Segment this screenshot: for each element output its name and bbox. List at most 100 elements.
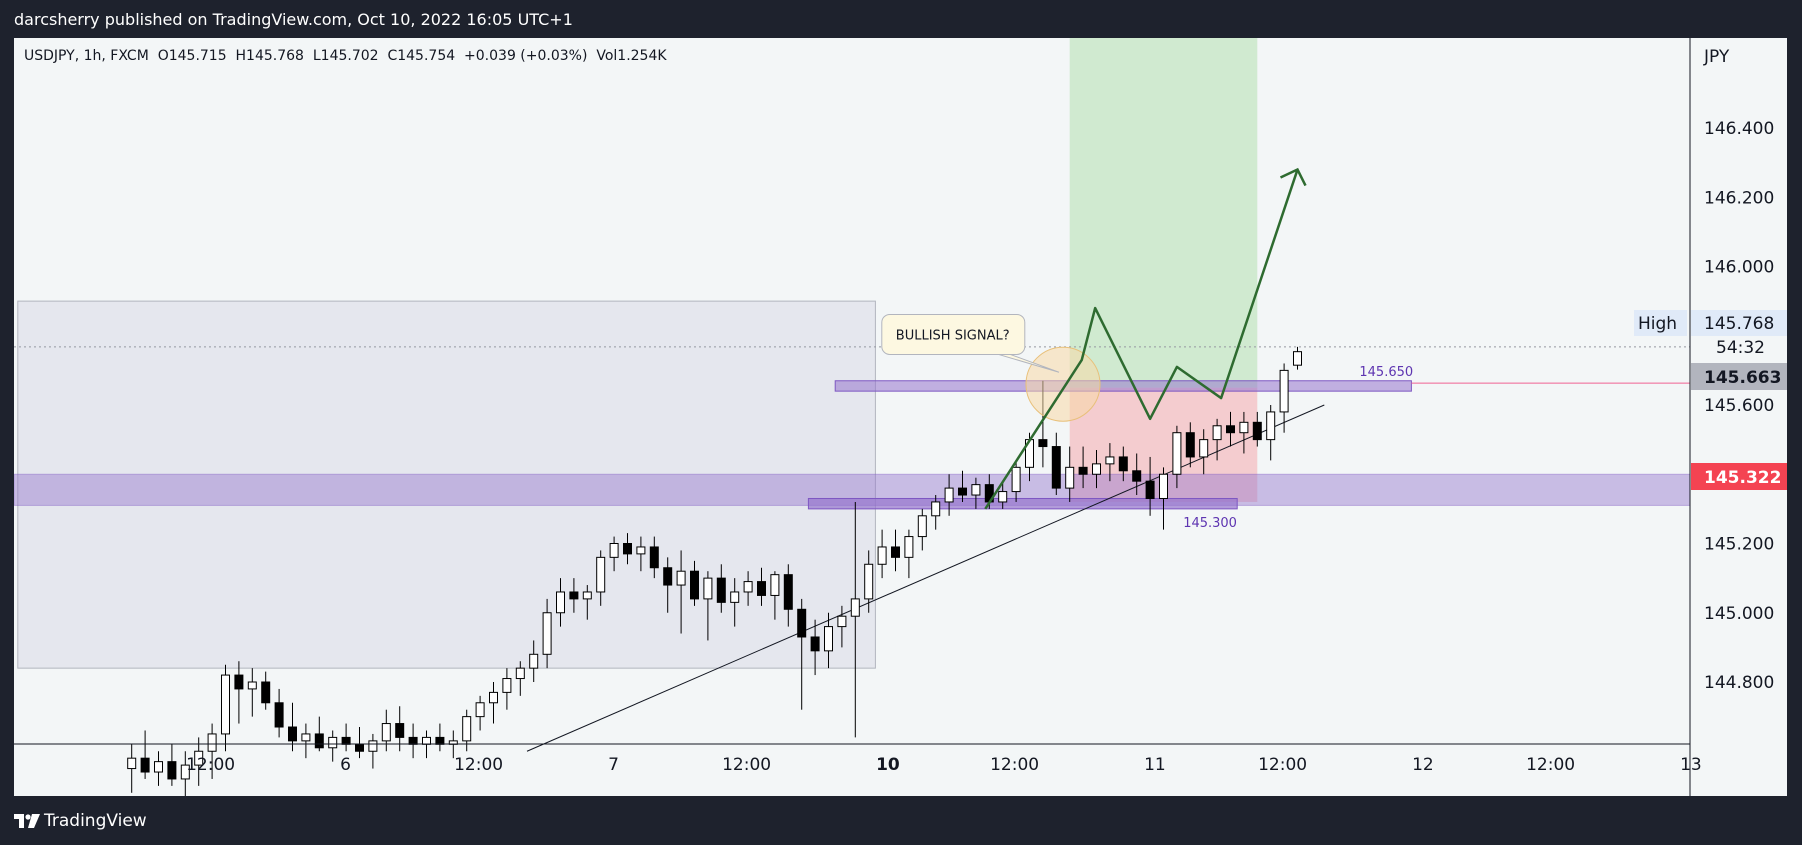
candle[interactable] (274, 688, 284, 738)
candle[interactable] (1118, 446, 1128, 482)
candle[interactable] (140, 730, 150, 779)
candle[interactable] (1051, 432, 1061, 496)
candle[interactable] (743, 571, 753, 606)
candle[interactable] (676, 550, 686, 634)
candle[interactable] (716, 564, 726, 613)
candle[interactable] (1279, 363, 1289, 433)
candle[interactable] (1065, 446, 1075, 502)
candle[interactable] (341, 723, 351, 752)
range-box[interactable] (17, 300, 876, 669)
candle[interactable] (247, 668, 257, 717)
candle[interactable] (1145, 456, 1155, 516)
candle[interactable] (663, 557, 673, 613)
candle[interactable] (261, 671, 271, 710)
candle[interactable] (770, 571, 780, 620)
candle[interactable] (917, 508, 927, 551)
candle[interactable] (649, 536, 659, 579)
candle[interactable] (944, 474, 954, 516)
candle[interactable] (556, 578, 565, 627)
projection-path[interactable] (984, 169, 1299, 510)
candle[interactable] (515, 661, 525, 696)
candle[interactable] (1105, 443, 1115, 482)
candle[interactable] (542, 598, 552, 669)
level-box-lower[interactable] (807, 497, 1238, 510)
candle[interactable] (971, 477, 981, 509)
legend-change: +0.039 (+0.03%) (464, 48, 588, 64)
candle[interactable] (408, 723, 418, 759)
candle[interactable] (757, 567, 766, 606)
candle[interactable] (837, 605, 847, 648)
candle[interactable] (582, 585, 592, 620)
level-box-upper[interactable] (834, 380, 1412, 392)
candle[interactable] (355, 727, 364, 759)
candle[interactable] (154, 751, 163, 786)
candle[interactable] (234, 661, 244, 724)
callout-box[interactable] (881, 313, 1026, 355)
chart-frame[interactable]: 145.650 145.300 BULLISH SIGNAL? JPY 146.400 1… (14, 38, 1787, 796)
candle-body (877, 546, 887, 565)
candle-body (140, 757, 150, 773)
candle[interactable] (462, 709, 472, 752)
candle[interactable] (288, 702, 297, 752)
candle[interactable] (1199, 429, 1209, 475)
candle[interactable] (569, 578, 579, 613)
footer-brand[interactable]: TradingView (14, 808, 147, 834)
candle[interactable] (194, 737, 204, 786)
candle[interactable] (167, 744, 177, 786)
candle[interactable] (1293, 346, 1302, 370)
candle[interactable] (1226, 411, 1235, 447)
candle[interactable] (1212, 418, 1222, 461)
candle[interactable] (301, 723, 311, 759)
candle[interactable] (958, 470, 967, 502)
candle[interactable] (1172, 425, 1182, 489)
trendline[interactable] (526, 404, 1325, 752)
candle[interactable] (850, 501, 860, 738)
candle[interactable] (623, 533, 632, 565)
long-position-target-zone[interactable] (1069, 38, 1258, 388)
candle[interactable] (1239, 411, 1249, 454)
candle[interactable] (207, 723, 217, 779)
candle[interactable] (475, 695, 485, 731)
candle[interactable] (797, 598, 807, 710)
candle[interactable] (1252, 411, 1262, 447)
candle[interactable] (609, 536, 619, 572)
candle[interactable] (891, 529, 900, 572)
candle[interactable] (1078, 446, 1088, 489)
candle-body (1159, 473, 1168, 499)
candle[interactable] (1132, 453, 1142, 496)
candle[interactable] (904, 529, 914, 579)
candle[interactable] (810, 619, 820, 676)
candle[interactable] (1159, 467, 1168, 530)
candle[interactable] (502, 668, 512, 710)
candle[interactable] (636, 536, 646, 572)
highlight-circle[interactable] (1025, 346, 1101, 422)
candle-body (864, 563, 874, 600)
candle[interactable] (824, 612, 833, 669)
price-axis[interactable] (1690, 38, 1787, 796)
candle[interactable] (1266, 405, 1276, 461)
candle[interactable] (368, 733, 378, 769)
candle[interactable] (998, 481, 1008, 509)
candle[interactable] (1185, 422, 1195, 468)
candle[interactable] (180, 751, 190, 796)
candle[interactable] (1092, 450, 1101, 489)
candle[interactable] (931, 495, 941, 530)
candle[interactable] (127, 744, 137, 793)
candle[interactable] (328, 730, 338, 762)
candle[interactable] (703, 571, 713, 641)
candle[interactable] (529, 640, 539, 682)
candle[interactable] (864, 550, 874, 613)
candle[interactable] (596, 550, 606, 606)
candle[interactable] (435, 723, 445, 752)
chart-svg[interactable]: 145.650 145.300 BULLISH SIGNAL? JPY 146.400 1… (14, 38, 1787, 796)
candle[interactable] (314, 716, 324, 752)
candle[interactable] (730, 578, 740, 627)
candle[interactable] (489, 682, 498, 724)
legend-symbol[interactable]: USDJPY, 1h, FXCM (24, 48, 149, 64)
candle[interactable] (381, 709, 391, 752)
candle[interactable] (690, 560, 699, 606)
candle[interactable] (783, 564, 793, 627)
candle[interactable] (877, 529, 887, 579)
candle[interactable] (221, 664, 230, 752)
candle[interactable] (1011, 460, 1021, 502)
